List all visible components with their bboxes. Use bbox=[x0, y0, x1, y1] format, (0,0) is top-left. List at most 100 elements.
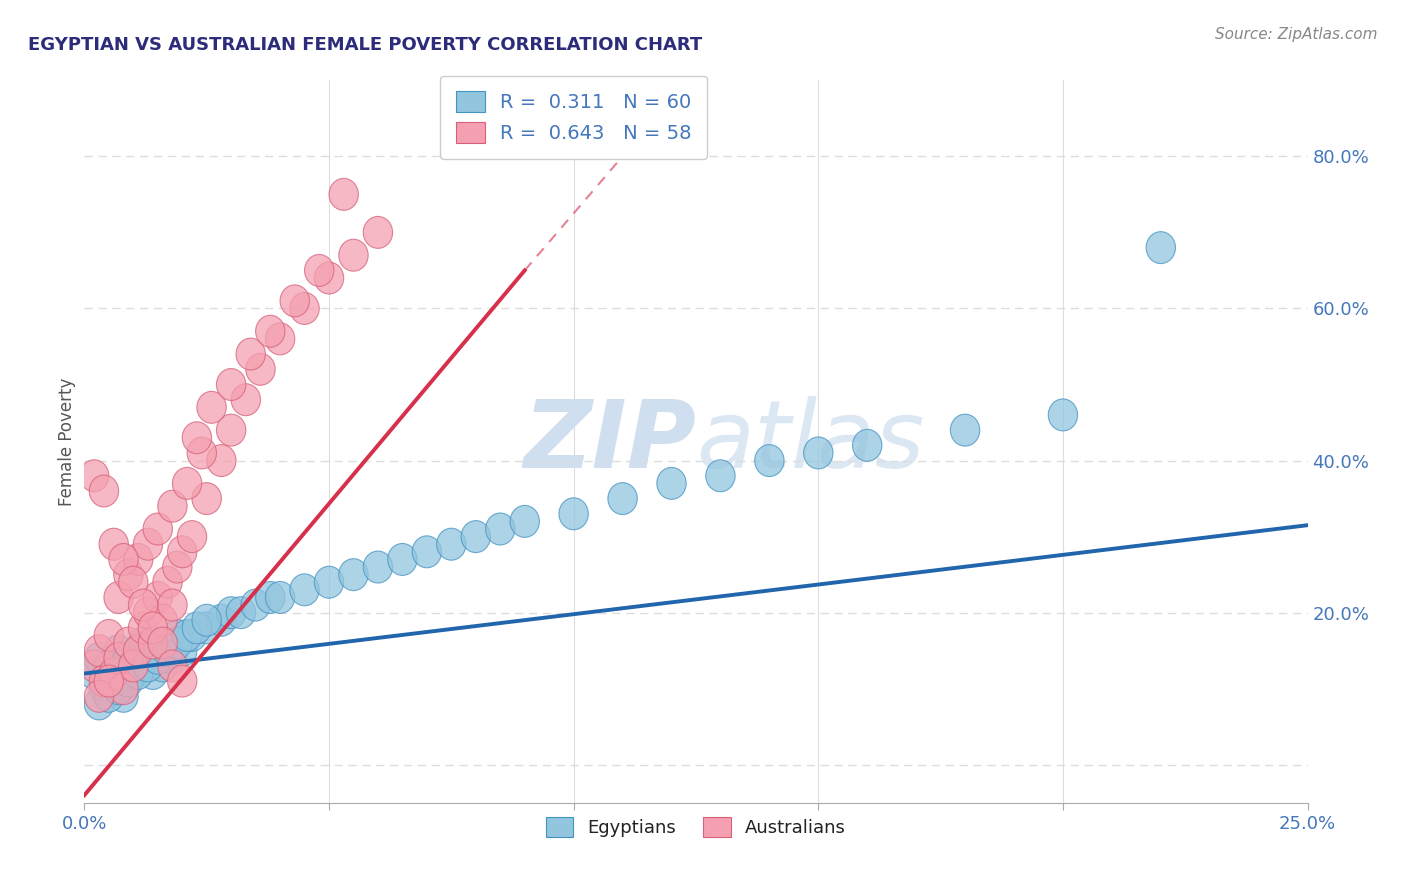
Ellipse shape bbox=[114, 642, 143, 674]
Ellipse shape bbox=[363, 551, 392, 583]
Ellipse shape bbox=[157, 650, 187, 681]
Ellipse shape bbox=[177, 620, 207, 651]
Ellipse shape bbox=[280, 285, 309, 317]
Ellipse shape bbox=[510, 506, 540, 537]
Ellipse shape bbox=[84, 635, 114, 666]
Ellipse shape bbox=[315, 262, 343, 294]
Ellipse shape bbox=[167, 536, 197, 568]
Ellipse shape bbox=[124, 650, 153, 681]
Ellipse shape bbox=[266, 582, 295, 614]
Ellipse shape bbox=[266, 323, 295, 355]
Ellipse shape bbox=[134, 650, 163, 681]
Ellipse shape bbox=[339, 558, 368, 591]
Ellipse shape bbox=[84, 681, 114, 713]
Ellipse shape bbox=[148, 627, 177, 659]
Ellipse shape bbox=[157, 589, 187, 621]
Ellipse shape bbox=[183, 422, 211, 454]
Ellipse shape bbox=[485, 513, 515, 545]
Ellipse shape bbox=[187, 437, 217, 469]
Ellipse shape bbox=[128, 612, 157, 644]
Ellipse shape bbox=[104, 642, 134, 674]
Ellipse shape bbox=[98, 657, 128, 690]
Ellipse shape bbox=[167, 665, 197, 697]
Ellipse shape bbox=[755, 444, 785, 476]
Ellipse shape bbox=[163, 551, 193, 583]
Ellipse shape bbox=[231, 384, 260, 416]
Ellipse shape bbox=[114, 665, 143, 697]
Ellipse shape bbox=[217, 414, 246, 446]
Ellipse shape bbox=[94, 650, 124, 681]
Ellipse shape bbox=[108, 681, 138, 713]
Ellipse shape bbox=[290, 574, 319, 606]
Ellipse shape bbox=[124, 657, 153, 690]
Y-axis label: Female Poverty: Female Poverty bbox=[58, 377, 76, 506]
Ellipse shape bbox=[124, 635, 153, 666]
Ellipse shape bbox=[134, 597, 163, 629]
Ellipse shape bbox=[118, 566, 148, 599]
Ellipse shape bbox=[84, 642, 114, 674]
Ellipse shape bbox=[315, 566, 343, 599]
Ellipse shape bbox=[128, 627, 157, 659]
Ellipse shape bbox=[1049, 399, 1077, 431]
Ellipse shape bbox=[89, 475, 118, 507]
Ellipse shape bbox=[177, 521, 207, 552]
Ellipse shape bbox=[153, 566, 183, 599]
Ellipse shape bbox=[108, 543, 138, 575]
Text: EGYPTIAN VS AUSTRALIAN FEMALE POVERTY CORRELATION CHART: EGYPTIAN VS AUSTRALIAN FEMALE POVERTY CO… bbox=[28, 36, 703, 54]
Ellipse shape bbox=[89, 665, 118, 697]
Text: ZIP: ZIP bbox=[523, 395, 696, 488]
Ellipse shape bbox=[240, 589, 270, 621]
Ellipse shape bbox=[197, 392, 226, 424]
Text: Source: ZipAtlas.com: Source: ZipAtlas.com bbox=[1215, 27, 1378, 42]
Ellipse shape bbox=[246, 353, 276, 385]
Ellipse shape bbox=[94, 620, 124, 651]
Ellipse shape bbox=[207, 604, 236, 636]
Ellipse shape bbox=[339, 239, 368, 271]
Ellipse shape bbox=[143, 635, 173, 666]
Ellipse shape bbox=[138, 657, 167, 690]
Ellipse shape bbox=[256, 582, 285, 614]
Ellipse shape bbox=[193, 604, 221, 636]
Ellipse shape bbox=[706, 459, 735, 491]
Ellipse shape bbox=[804, 437, 832, 469]
Ellipse shape bbox=[134, 528, 163, 560]
Ellipse shape bbox=[128, 589, 157, 621]
Ellipse shape bbox=[167, 635, 197, 666]
Ellipse shape bbox=[461, 521, 491, 552]
Ellipse shape bbox=[98, 665, 128, 697]
Ellipse shape bbox=[163, 627, 193, 659]
Ellipse shape bbox=[173, 620, 202, 651]
Ellipse shape bbox=[607, 483, 637, 515]
Ellipse shape bbox=[153, 635, 183, 666]
Ellipse shape bbox=[363, 217, 392, 248]
Ellipse shape bbox=[108, 673, 138, 705]
Ellipse shape bbox=[143, 582, 173, 614]
Ellipse shape bbox=[98, 528, 128, 560]
Ellipse shape bbox=[217, 368, 246, 401]
Ellipse shape bbox=[124, 543, 153, 575]
Ellipse shape bbox=[143, 642, 173, 674]
Ellipse shape bbox=[193, 483, 221, 515]
Ellipse shape bbox=[84, 688, 114, 720]
Ellipse shape bbox=[148, 650, 177, 681]
Ellipse shape bbox=[437, 528, 465, 560]
Ellipse shape bbox=[290, 293, 319, 325]
Ellipse shape bbox=[153, 627, 183, 659]
Ellipse shape bbox=[104, 582, 134, 614]
Ellipse shape bbox=[134, 642, 163, 674]
Ellipse shape bbox=[138, 612, 167, 644]
Legend: Egyptians, Australians: Egyptians, Australians bbox=[538, 810, 853, 845]
Ellipse shape bbox=[157, 491, 187, 522]
Ellipse shape bbox=[207, 444, 236, 476]
Ellipse shape bbox=[173, 467, 202, 500]
Ellipse shape bbox=[157, 642, 187, 674]
Ellipse shape bbox=[226, 597, 256, 629]
Ellipse shape bbox=[193, 612, 221, 644]
Ellipse shape bbox=[412, 536, 441, 568]
Ellipse shape bbox=[118, 650, 148, 681]
Ellipse shape bbox=[104, 635, 134, 666]
Ellipse shape bbox=[114, 558, 143, 591]
Text: atlas: atlas bbox=[696, 396, 924, 487]
Ellipse shape bbox=[118, 657, 148, 690]
Ellipse shape bbox=[80, 657, 108, 690]
